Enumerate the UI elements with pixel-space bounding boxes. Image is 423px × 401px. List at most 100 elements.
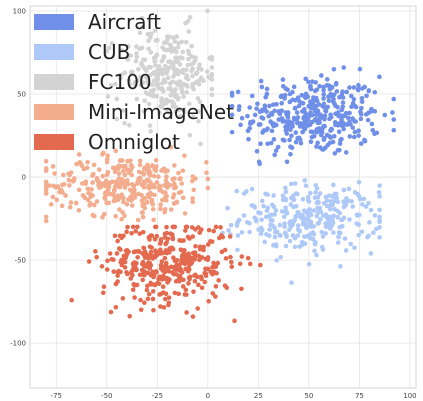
data-point (151, 70, 157, 75)
legend: Aircraft CUB FC100 Mini-ImageNet Omniglot (34, 10, 234, 154)
data-point (182, 261, 188, 267)
legend-swatch (34, 44, 74, 60)
data-point (128, 53, 134, 58)
data-point (142, 272, 147, 278)
data-point (164, 240, 170, 245)
data-point (293, 203, 299, 209)
data-point (280, 83, 286, 89)
data-point (149, 184, 155, 190)
data-point (299, 239, 305, 245)
data-point (183, 228, 188, 233)
data-point (175, 262, 180, 268)
data-point (149, 245, 154, 250)
data-point (351, 85, 357, 90)
data-point (137, 175, 143, 181)
data-point (318, 112, 323, 118)
data-point (320, 213, 326, 218)
data-point (359, 229, 365, 235)
data-point (196, 81, 202, 87)
data-point (108, 82, 114, 88)
data-point (336, 234, 341, 240)
data-point (283, 189, 289, 195)
data-point (120, 209, 125, 215)
data-point (186, 275, 192, 281)
data-point (225, 205, 230, 211)
data-point (66, 177, 72, 183)
data-point (272, 212, 277, 217)
data-point (124, 247, 130, 253)
data-point (132, 249, 138, 254)
data-point (323, 224, 329, 229)
data-point (269, 128, 275, 134)
data-point (112, 169, 118, 175)
data-point (125, 271, 130, 277)
data-point (88, 201, 93, 206)
data-point (69, 297, 74, 303)
data-point (334, 195, 340, 201)
data-point (163, 79, 168, 85)
data-point (185, 48, 191, 54)
data-point (305, 214, 311, 219)
data-point (369, 121, 375, 127)
data-point (350, 100, 356, 106)
data-point (117, 207, 122, 212)
data-point (363, 112, 369, 117)
data-point (326, 219, 332, 224)
data-point (366, 88, 372, 94)
data-point (335, 199, 341, 205)
data-point (90, 172, 96, 178)
data-point (163, 178, 169, 184)
data-point (320, 104, 326, 109)
data-point (68, 200, 74, 205)
data-point (140, 229, 146, 235)
data-point (268, 119, 273, 124)
data-point (377, 194, 382, 199)
data-point (319, 244, 325, 250)
data-point (197, 230, 202, 235)
data-point (164, 230, 170, 236)
data-point (149, 31, 154, 37)
data-point (352, 245, 357, 251)
data-point (107, 180, 112, 186)
data-point (209, 77, 215, 82)
data-point (290, 89, 295, 95)
data-point (193, 176, 198, 181)
data-point (158, 291, 164, 297)
data-point (142, 67, 148, 72)
data-point (53, 184, 58, 190)
data-point (293, 130, 299, 135)
data-point (268, 140, 274, 146)
data-point (155, 76, 161, 82)
y-tick-label: 100 (13, 7, 26, 15)
data-point (133, 58, 139, 64)
data-point (338, 264, 343, 269)
data-point (199, 285, 205, 291)
data-point (156, 276, 161, 282)
data-point (368, 109, 374, 114)
data-point (219, 249, 225, 255)
data-point (212, 264, 218, 269)
data-point (43, 218, 49, 224)
data-point (348, 241, 354, 247)
x-tick-label: 100 (403, 392, 416, 400)
data-point (118, 72, 124, 78)
data-point (359, 105, 364, 111)
data-point (274, 258, 280, 263)
data-point (282, 138, 287, 143)
data-point (308, 120, 314, 125)
data-point (163, 100, 169, 106)
data-point (313, 239, 318, 245)
data-point (235, 233, 241, 238)
data-point (229, 103, 235, 109)
data-point (316, 220, 322, 226)
data-point (104, 172, 110, 177)
data-point (391, 117, 397, 122)
data-point (283, 205, 288, 211)
data-point (162, 255, 168, 261)
data-point (128, 70, 134, 75)
data-point (47, 183, 52, 188)
data-point (104, 48, 110, 54)
data-point (300, 122, 306, 128)
data-point (113, 81, 118, 87)
data-point (130, 196, 136, 202)
